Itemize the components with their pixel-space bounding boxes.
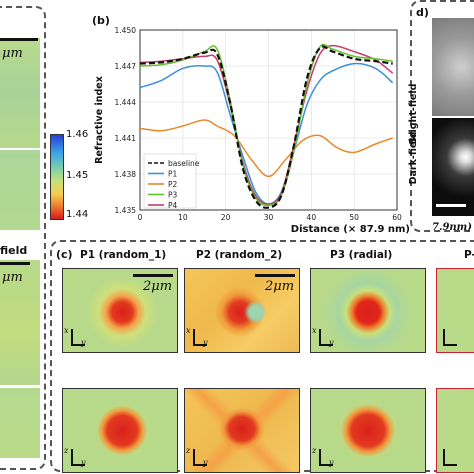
series-line-p2 <box>139 119 393 178</box>
p1-zy-map: z y <box>62 388 178 473</box>
y-tick-label: 1.450 <box>115 26 137 35</box>
p1-axes-top: x y <box>64 326 87 349</box>
p1-axis-z: z <box>64 446 69 455</box>
panel-c-label: (c) <box>56 248 73 261</box>
p3-axis-y2: y <box>329 458 334 467</box>
y-tick-label: 1.438 <box>115 170 137 179</box>
y-tick-label: 1.435 <box>115 206 137 215</box>
p1-scalebar-text: 2μm <box>143 279 173 294</box>
p2-scalebar <box>255 274 295 277</box>
legend-label-p4: P4 <box>168 201 178 210</box>
p2-axes-bottom: z y <box>186 446 209 469</box>
p3-axes-bottom: z y <box>312 446 335 469</box>
left-image-4 <box>0 388 40 458</box>
left-image-3 <box>0 260 40 385</box>
x-tick-label: 50 <box>349 213 359 222</box>
x-tick-label: 0 <box>138 213 143 222</box>
colorbar <box>50 134 64 220</box>
header-p3: P3 (radial) <box>330 249 393 261</box>
left-scalebar-text-2: μm <box>2 270 23 285</box>
x-tick-label: 20 <box>221 213 231 222</box>
p2-axis-y: y <box>203 338 208 347</box>
p1-axis-y: y <box>81 338 86 347</box>
p2-axis-y2: y <box>203 458 208 467</box>
left-field-label: field <box>0 244 28 257</box>
colorbar-tick-2: 1.45 <box>66 170 89 181</box>
dark-field-label: Dark-field <box>408 131 419 185</box>
colorbar-tick-1: 1.46 <box>66 129 89 140</box>
p3-axis-x: x <box>312 326 317 335</box>
header-p1: P1 (random_1) <box>80 249 167 261</box>
y-tick-label: 1.447 <box>115 62 137 71</box>
dark-field-scalebar <box>436 204 466 207</box>
p3-axis-z: z <box>312 446 317 455</box>
p1-scalebar <box>133 274 173 277</box>
panel-d-scale-fragment: 7.9nm) <box>432 222 472 233</box>
x-tick-label: 40 <box>307 213 317 222</box>
left-panel-frame <box>0 6 46 470</box>
p3-xy-map: x y <box>310 268 426 353</box>
p1-axis-x: x <box>64 326 69 335</box>
legend-box <box>143 153 197 209</box>
p2-scalebar-text: 2μm <box>265 279 295 294</box>
x-tick-label: 10 <box>178 213 188 222</box>
p2-axis-z: z <box>186 446 191 455</box>
panel-d-frame <box>410 0 474 232</box>
p3-zy-map: z y <box>310 388 426 473</box>
refractive-index-chart: 1.450 1.447 1.444 1.441 1.438 1.435 0 10 20 30 40… <box>94 26 410 235</box>
left-image-2 <box>0 150 40 230</box>
legend-label-p2: P2 <box>168 180 178 189</box>
p2-zy-map: z y <box>184 388 300 473</box>
p4-zy-map <box>436 388 474 473</box>
p4-axes-bottom <box>439 449 459 469</box>
colorbar-tick-3: 1.44 <box>66 209 89 220</box>
p2-axes-top: x y <box>186 326 209 349</box>
p1-xy-map: 2μm x y <box>62 268 178 353</box>
y-axis-label: Refractive index <box>94 76 105 164</box>
legend-label-p3: P3 <box>168 191 178 200</box>
p3-axis-y: y <box>329 338 334 347</box>
p2-axis-x: x <box>186 326 191 335</box>
x-tick-label: 30 <box>264 213 274 222</box>
left-image-1 <box>0 38 40 148</box>
y-tick-label: 1.441 <box>115 134 137 143</box>
p1-axes-bottom: z y <box>64 446 87 469</box>
x-tick-label: 60 <box>392 213 402 222</box>
p4-xy-map <box>436 268 474 353</box>
series-line-baseline <box>139 45 393 209</box>
y-tick-label: 1.444 <box>115 98 137 107</box>
legend-label-p1: P1 <box>168 170 178 179</box>
header-p4: P- <box>464 249 474 261</box>
p3-axes-top: x y <box>312 326 335 349</box>
left-scalebar-2 <box>0 262 30 265</box>
left-scalebar-text-1: μm <box>2 46 23 61</box>
panel-b-label: (b) <box>92 14 110 27</box>
p1-axis-y2: y <box>81 458 86 467</box>
p4-axes-top <box>439 329 459 349</box>
bright-field-image <box>432 18 474 116</box>
header-p2: P2 (random_2) <box>196 249 283 261</box>
series-line-p4 <box>139 44 394 205</box>
x-axis-label: Distance (× 87.9 nm) <box>291 224 410 235</box>
series-line-p3 <box>139 43 393 207</box>
p2-xy-map: 2μm x y <box>184 268 300 353</box>
legend-label-baseline: baseline <box>168 159 200 168</box>
left-scalebar-1 <box>0 38 38 41</box>
dark-field-image <box>432 118 474 216</box>
panel-d-label: d) <box>416 6 429 19</box>
